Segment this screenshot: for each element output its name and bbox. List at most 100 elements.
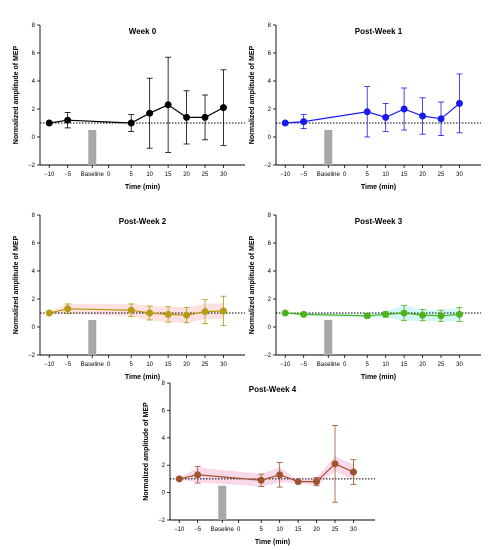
- baseline-bar: [218, 485, 227, 520]
- x-tick-label: Baseline: [81, 172, 105, 178]
- x-tick-label: 20: [183, 362, 190, 368]
- y-axis-label: Normalized amplitude of MEP: [249, 235, 256, 334]
- data-point: [219, 104, 227, 112]
- data-point: [146, 309, 154, 317]
- x-tick-label: −10: [280, 172, 291, 178]
- x-tick-label: Baseline: [317, 172, 341, 178]
- error-band: [179, 456, 354, 487]
- x-tick-label: 10: [382, 362, 389, 368]
- x-axis-label: Time (min): [255, 539, 290, 546]
- x-tick-label: −10: [44, 172, 55, 178]
- data-point: [455, 310, 463, 318]
- x-tick-label: −5: [64, 172, 72, 178]
- baseline-bar: [324, 130, 333, 165]
- x-tick-label: 10: [146, 362, 153, 368]
- data-point: [419, 311, 427, 319]
- chart-title: Post-Week 1: [355, 27, 403, 36]
- data-point: [175, 475, 183, 483]
- x-tick-label: 25: [332, 527, 339, 533]
- y-tick-label: 8: [162, 381, 166, 387]
- data-point: [183, 113, 191, 121]
- data-point: [183, 311, 191, 319]
- y-tick-label: 8: [32, 23, 36, 29]
- x-tick-label: 15: [295, 527, 302, 533]
- y-tick-label: −2: [264, 353, 272, 359]
- x-tick-label: Baseline: [211, 527, 235, 533]
- x-axis-label: Time (min): [125, 184, 160, 191]
- data-point: [194, 471, 202, 479]
- data-point: [127, 119, 135, 127]
- data-point: [257, 476, 265, 484]
- data-point: [201, 308, 209, 316]
- data-point: [281, 309, 289, 317]
- data-point: [300, 310, 308, 318]
- y-axis-label: Normalized amplitude of MEP: [13, 45, 20, 144]
- x-tick-label: 0: [107, 172, 111, 178]
- data-point: [363, 108, 371, 116]
- x-tick-label: 5: [130, 172, 134, 178]
- x-tick-label: 30: [220, 172, 227, 178]
- x-tick-label: 20: [419, 172, 426, 178]
- y-tick-label: 6: [268, 51, 272, 57]
- series-line: [285, 102, 460, 124]
- x-tick-label: 30: [456, 172, 463, 178]
- y-tick-label: 6: [162, 408, 166, 414]
- baseline-bar: [88, 320, 97, 355]
- y-tick-label: 4: [32, 269, 36, 275]
- data-point: [300, 118, 308, 126]
- x-tick-label: 30: [350, 527, 357, 533]
- y-tick-label: 2: [32, 107, 36, 113]
- data-point: [331, 460, 339, 468]
- chart-title: Post-Week 4: [249, 385, 297, 394]
- baseline-bar: [324, 320, 333, 355]
- data-point: [201, 113, 209, 121]
- data-point: [455, 99, 463, 107]
- data-point: [400, 105, 408, 113]
- x-axis-label: Time (min): [361, 184, 396, 191]
- x-tick-label: 15: [401, 172, 408, 178]
- x-tick-label: 25: [438, 362, 445, 368]
- y-tick-label: 8: [268, 23, 272, 29]
- y-tick-label: 0: [268, 135, 272, 141]
- x-tick-label: Baseline: [317, 362, 341, 368]
- y-tick-label: 2: [32, 297, 36, 303]
- y-tick-label: 8: [32, 213, 36, 219]
- x-tick-label: 15: [401, 362, 408, 368]
- data-point: [363, 312, 371, 320]
- x-tick-label: 10: [276, 527, 283, 533]
- series-line: [179, 463, 354, 483]
- data-point: [276, 471, 284, 479]
- x-tick-label: −5: [300, 172, 308, 178]
- x-tick-label: 10: [382, 172, 389, 178]
- x-tick-label: 20: [313, 527, 320, 533]
- x-tick-label: 20: [419, 362, 426, 368]
- chart-title: Week 0: [129, 27, 157, 36]
- data-point: [382, 113, 390, 121]
- y-tick-label: 2: [268, 297, 272, 303]
- data-point: [437, 115, 445, 123]
- x-tick-label: 15: [165, 172, 172, 178]
- y-tick-label: 0: [162, 491, 166, 497]
- data-point: [219, 307, 227, 315]
- y-tick-label: −2: [158, 518, 166, 524]
- data-point: [45, 309, 53, 317]
- y-tick-label: 6: [268, 241, 272, 247]
- x-tick-label: 15: [165, 362, 172, 368]
- data-point: [419, 112, 427, 120]
- x-tick-label: −5: [194, 527, 202, 533]
- data-point: [45, 119, 53, 127]
- x-tick-label: 0: [343, 362, 347, 368]
- x-axis-label: Time (min): [125, 374, 160, 381]
- x-tick-label: −5: [300, 362, 308, 368]
- chart-title: Post-Week 3: [355, 217, 403, 226]
- y-tick-label: −2: [28, 353, 36, 359]
- y-axis-label: Normalized amplitude of MEP: [143, 402, 150, 501]
- y-tick-label: 6: [32, 51, 36, 57]
- x-tick-label: 0: [343, 172, 347, 178]
- y-axis-label: Normalized amplitude of MEP: [249, 45, 256, 144]
- x-tick-label: 30: [220, 362, 227, 368]
